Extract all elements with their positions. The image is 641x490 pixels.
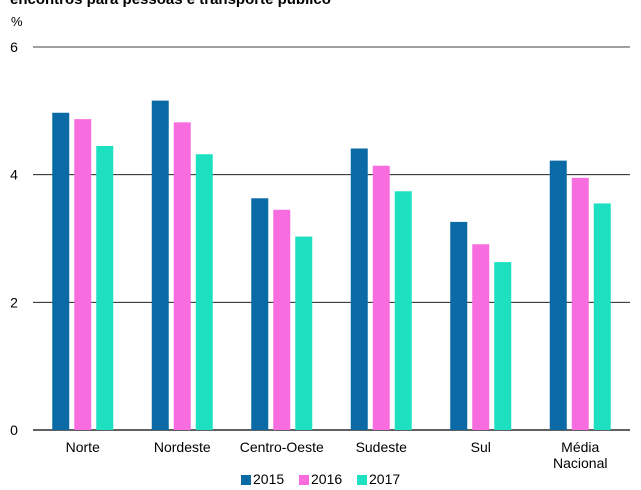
bar-2017-sul — [494, 262, 512, 430]
x-category-label: Média — [561, 439, 599, 455]
y-tick-label: 0 — [10, 422, 18, 438]
legend-swatch-2016 — [299, 475, 309, 485]
chart-title: encontros para pessoas e transporte públ… — [10, 0, 331, 8]
x-category-label: Norte — [66, 439, 100, 455]
bar-2016-norte — [74, 119, 92, 431]
y-tick-label: 2 — [10, 294, 18, 310]
bar-2016-média-nacional — [571, 177, 589, 430]
bar-2016-centro-oeste — [273, 209, 291, 430]
x-category-label: Centro-Oeste — [240, 439, 324, 455]
legend-label-2016: 2016 — [311, 471, 342, 487]
bar-2016-sudeste — [372, 165, 390, 431]
category-labels: Norte Nordeste Centro-Oeste Sudeste Sul Média… — [66, 439, 608, 471]
y-unit-label: % — [11, 14, 23, 29]
bar-2016-sul — [472, 244, 490, 430]
bar-2015-norte — [52, 112, 70, 430]
x-category-label: Sudeste — [356, 439, 408, 455]
bar-2015-sudeste — [350, 148, 368, 430]
bar-2017-centro-oeste — [295, 236, 313, 430]
bar-2015-centro-oeste — [251, 198, 269, 430]
legend-label-2017: 2017 — [369, 471, 400, 487]
legend-label-2015: 2015 — [253, 471, 284, 487]
y-tick-label: 4 — [10, 167, 18, 183]
legend-swatch-2017 — [357, 475, 367, 485]
bar-2015-média-nacional — [549, 160, 567, 430]
bar-2017-nordeste — [195, 154, 213, 431]
y-tick-labels: 0 2 4 6 — [10, 39, 18, 438]
bar-2015-sul — [450, 221, 468, 430]
legend: 2015 2016 2017 — [241, 471, 400, 487]
bar-2017-média-nacional — [593, 203, 611, 430]
x-category-label: Nordeste — [154, 439, 211, 455]
bar-2015-nordeste — [151, 100, 169, 431]
gridlines — [33, 46, 630, 431]
x-category-label: Nacional — [553, 455, 607, 471]
x-category-label: Sul — [471, 439, 491, 455]
bar-2016-nordeste — [173, 122, 191, 430]
bar-2017-norte — [96, 145, 114, 431]
bars — [52, 100, 611, 431]
y-tick-label: 6 — [10, 39, 18, 55]
bar-2017-sudeste — [394, 191, 412, 430]
legend-swatch-2015 — [241, 475, 251, 485]
